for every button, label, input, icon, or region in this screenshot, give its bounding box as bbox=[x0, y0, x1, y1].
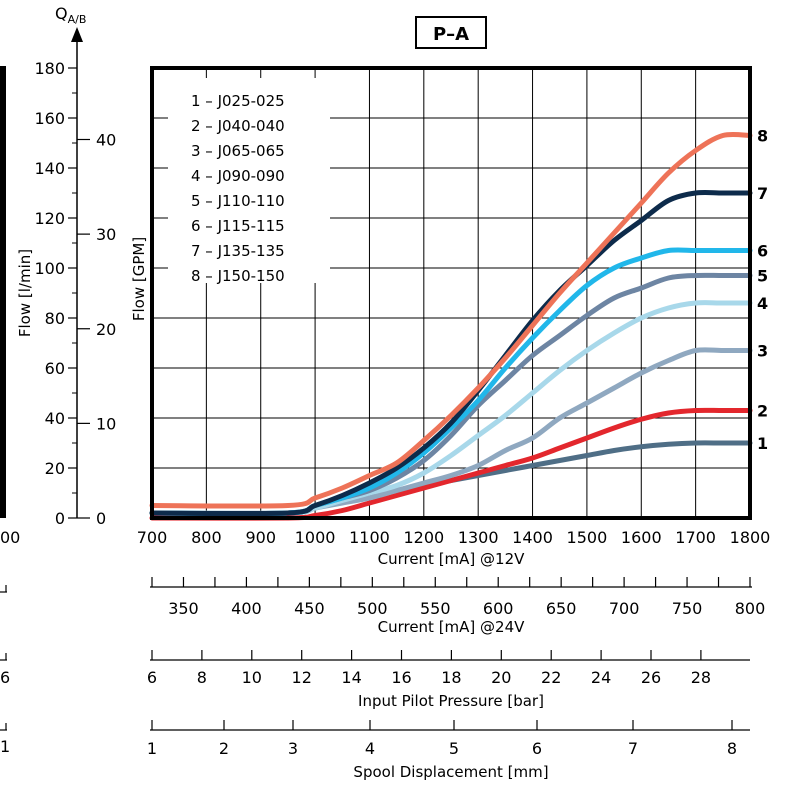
x-axis-tick-label: 1000 bbox=[295, 528, 336, 547]
secondary-axis-tick-label: 20 bbox=[491, 668, 511, 687]
legend-entry: 6 – J115-115 bbox=[191, 217, 285, 235]
y-axis-tick-label: 80 bbox=[45, 309, 65, 328]
chart-title: P–A bbox=[433, 24, 469, 45]
left-panel-tick-label: 00 bbox=[0, 528, 20, 547]
y-axis-tick-label: 140 bbox=[34, 159, 65, 178]
series-line-2 bbox=[149, 407, 753, 521]
y-axis-tick-label: 60 bbox=[45, 359, 65, 378]
y-axis-tick-label: 100 bbox=[34, 259, 65, 278]
legend-entry: 3 – J065-065 bbox=[191, 142, 285, 160]
secondary-axis-tick-label: 18 bbox=[441, 668, 461, 687]
gpm-axis-tick-label: 30 bbox=[96, 225, 116, 244]
series-end-labels: 1 2 3 4 5 6 7 8 bbox=[757, 127, 768, 454]
y-axis-label-gpm: Flow [GPM] bbox=[130, 237, 148, 321]
legend-background bbox=[168, 78, 330, 283]
secondary-axis-tick-label: 6 bbox=[532, 739, 542, 758]
legend: 1 – J025-025 2 – J040-040 3 – J065-065 4 – … bbox=[168, 78, 330, 285]
y-axis-tick-label: 120 bbox=[34, 209, 65, 228]
secondary-axis-tick-label: 12 bbox=[292, 668, 312, 687]
secondary-axis-tick-label: 650 bbox=[546, 599, 577, 618]
legend-entry: 4 – J090-090 bbox=[191, 167, 285, 185]
left-panel-tick-label: 1 bbox=[0, 737, 10, 756]
legend-entry: 7 – J135-135 bbox=[191, 242, 285, 260]
secondary-axis-tick-label: 600 bbox=[483, 599, 514, 618]
plot-frame bbox=[150, 66, 752, 520]
chart-title-box bbox=[415, 16, 487, 49]
series-end-label: 2 bbox=[757, 402, 768, 421]
secondary-axis-label: Current [mA] @24V bbox=[378, 618, 526, 636]
secondary-axis-tick-label: 22 bbox=[541, 668, 561, 687]
legend-entry: 5 – J110-110 bbox=[191, 192, 285, 210]
x-axis-tick-label: 800 bbox=[191, 528, 222, 547]
secondary-axes: 350 400 450 500 550 600 650 700 750 800 Current [m… bbox=[147, 577, 765, 781]
secondary-axis-tick-label: 3 bbox=[288, 739, 298, 758]
secondary-axis-tick-label: 6 bbox=[147, 668, 157, 687]
x-axis-tick-label: 1200 bbox=[403, 528, 444, 547]
x-axis-tick-label: 1700 bbox=[675, 528, 716, 547]
left-panel-frame-edge bbox=[0, 66, 6, 518]
legend-entry: 8 – J150-150 bbox=[191, 267, 285, 285]
x-axis-tick-label: 1500 bbox=[567, 528, 608, 547]
secondary-axis-tick-label: 700 bbox=[609, 599, 640, 618]
gpm-axis-tick-label: 40 bbox=[96, 131, 116, 150]
legend-entry: 2 – J040-040 bbox=[191, 117, 285, 135]
x-axis-tick-label: 900 bbox=[245, 528, 276, 547]
series-end-label: 3 bbox=[757, 342, 768, 361]
secondary-axis-tick-label: 7 bbox=[628, 739, 638, 758]
secondary-axis-tick-label: 26 bbox=[641, 668, 661, 687]
y-axis-label-lpm: Flow [l/min] bbox=[16, 249, 34, 337]
y-axis-tick-label: 0 bbox=[55, 509, 65, 528]
x-axis-tick-label: 1100 bbox=[349, 528, 390, 547]
gpm-axis-tick-label: 20 bbox=[96, 320, 116, 339]
series-line-8 bbox=[149, 131, 753, 509]
secondary-axis-label: Spool Displacement [mm] bbox=[353, 763, 548, 781]
secondary-axis-tick-label: 450 bbox=[294, 599, 325, 618]
secondary-axis-tick-label: 2 bbox=[219, 739, 229, 758]
secondary-axis-tick-label: 28 bbox=[691, 668, 711, 687]
y-axis-tick-label: 40 bbox=[45, 409, 65, 428]
series-end-label: 8 bbox=[757, 127, 768, 146]
series-end-label: 7 bbox=[757, 184, 768, 203]
y-axis-symbol: QA/B bbox=[55, 4, 86, 26]
secondary-axis-tick-label: 550 bbox=[420, 599, 451, 618]
series-end-label: 1 bbox=[757, 434, 768, 453]
x-axis-tick-label: 700 bbox=[137, 528, 168, 547]
secondary-axis-tick-label: 4 bbox=[365, 739, 375, 758]
secondary-axis-tick-label: 1 bbox=[147, 739, 157, 758]
secondary-axis-tick-label: 750 bbox=[672, 599, 703, 618]
left-panel-fragment: 00 6 1 bbox=[0, 66, 20, 756]
gpm-axis-tick-label: 10 bbox=[96, 414, 116, 433]
secondary-axis-tick-label: 8 bbox=[197, 668, 207, 687]
x-axis-tick-label: 1800 bbox=[730, 528, 771, 547]
left-panel-tick-label: 6 bbox=[0, 668, 10, 687]
y-axis-tick-label: 20 bbox=[45, 459, 65, 478]
legend-entry: 1 – J025-025 bbox=[191, 92, 285, 110]
secondary-axis-tick-label: 400 bbox=[231, 599, 262, 618]
series-lines bbox=[149, 131, 753, 521]
secondary-axis-tick-label: 800 bbox=[735, 599, 766, 618]
secondary-axis-tick-label: 8 bbox=[727, 739, 737, 758]
series-end-label: 6 bbox=[757, 242, 768, 261]
x-axis-tick-label: 1300 bbox=[458, 528, 499, 547]
x-axis: 700 800 900 1000 1100 1200 1300 1400 1500 1600 170… bbox=[137, 528, 771, 568]
series-line-3 bbox=[149, 347, 753, 516]
secondary-axis-tick-label: 350 bbox=[168, 599, 199, 618]
series-end-label: 5 bbox=[757, 267, 768, 286]
secondary-axis-label: Input Pilot Pressure [bar] bbox=[358, 692, 544, 710]
secondary-axis-tick-label: 500 bbox=[357, 599, 388, 618]
x-axis-label: Current [mA] @12V bbox=[378, 550, 526, 568]
secondary-axis-tick-label: 10 bbox=[242, 668, 262, 687]
secondary-axis-tick-label: 16 bbox=[391, 668, 411, 687]
secondary-axis-tick-label: 24 bbox=[591, 668, 611, 687]
secondary-axis-tick-label: 5 bbox=[449, 739, 459, 758]
y-axis-tick-label: 160 bbox=[34, 109, 65, 128]
series-end-label: 4 bbox=[757, 294, 768, 313]
y-axis: 0 20 40 60 80 100 120 140 160 180 0 10 20 30 40 bbox=[34, 34, 116, 528]
gpm-axis-tick-label: 0 bbox=[96, 509, 106, 528]
x-axis-tick-label: 1400 bbox=[512, 528, 553, 547]
y-axis-tick-label: 180 bbox=[34, 59, 65, 78]
secondary-axis-tick-label: 14 bbox=[341, 668, 361, 687]
x-axis-tick-label: 1600 bbox=[621, 528, 662, 547]
